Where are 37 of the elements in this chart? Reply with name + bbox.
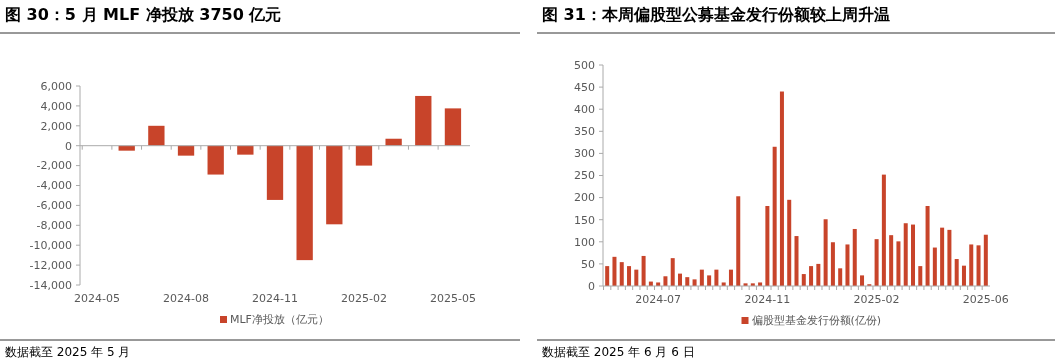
y-tick-label: 4,000 xyxy=(40,99,72,113)
x-tick-label: 2024-11 xyxy=(252,292,298,305)
y-tick-label: 250 xyxy=(574,169,595,183)
text: 数据截至 2025 年 5 月 xyxy=(5,345,131,359)
legend-label: MLF净投放（亿元） xyxy=(230,313,329,326)
y-tick-label: 6,000 xyxy=(40,79,72,93)
chart-title: 图 31：本周偏股型公募基金发行份额较上周升温 xyxy=(542,5,890,24)
y-tick-label: -14,000 xyxy=(29,278,72,292)
y-tick-label: 350 xyxy=(574,125,595,139)
y-tick-label: 200 xyxy=(574,191,595,205)
x-tick-label: 2025-02 xyxy=(853,293,900,306)
x-tick-label: 2024-11 xyxy=(744,293,791,306)
x-tick-label: 2024-07 xyxy=(635,293,682,306)
y-tick-label: -12,000 xyxy=(29,258,72,272)
y-tick-label: 100 xyxy=(574,235,595,249)
y-tick-label: 450 xyxy=(574,80,595,94)
y-tick-label: 150 xyxy=(574,213,595,227)
y-tick-label: 0 xyxy=(65,139,72,153)
x-tick-label: 2025-06 xyxy=(962,293,1009,306)
chart-title: 图 30：5 月 MLF 净投放 3750 亿元 xyxy=(5,5,282,24)
text: 数据截至 2025 年 6 月 6 日 xyxy=(542,345,695,359)
y-tick-label: 50 xyxy=(581,257,595,271)
y-tick-label: 2,000 xyxy=(40,119,72,133)
x-tick-label: 2024-08 xyxy=(163,292,210,305)
x-tick-label: 2025-02 xyxy=(340,292,387,305)
y-tick-label: 0 xyxy=(588,279,595,293)
x-tick-label: 2024-05 xyxy=(74,292,121,305)
y-tick-label: -4,000 xyxy=(36,179,72,193)
y-tick-label: 500 xyxy=(574,58,595,72)
legend-label: 偏股型基金发行份额(亿份) xyxy=(751,314,882,327)
y-tick-label: 300 xyxy=(574,147,595,161)
y-tick-label: -8,000 xyxy=(36,219,72,233)
x-tick-label: 2025-05 xyxy=(429,292,476,305)
y-tick-label: -6,000 xyxy=(36,199,72,213)
y-tick-label: 400 xyxy=(574,103,595,117)
y-tick-label: -2,000 xyxy=(36,159,72,173)
y-tick-label: -10,000 xyxy=(29,239,72,253)
